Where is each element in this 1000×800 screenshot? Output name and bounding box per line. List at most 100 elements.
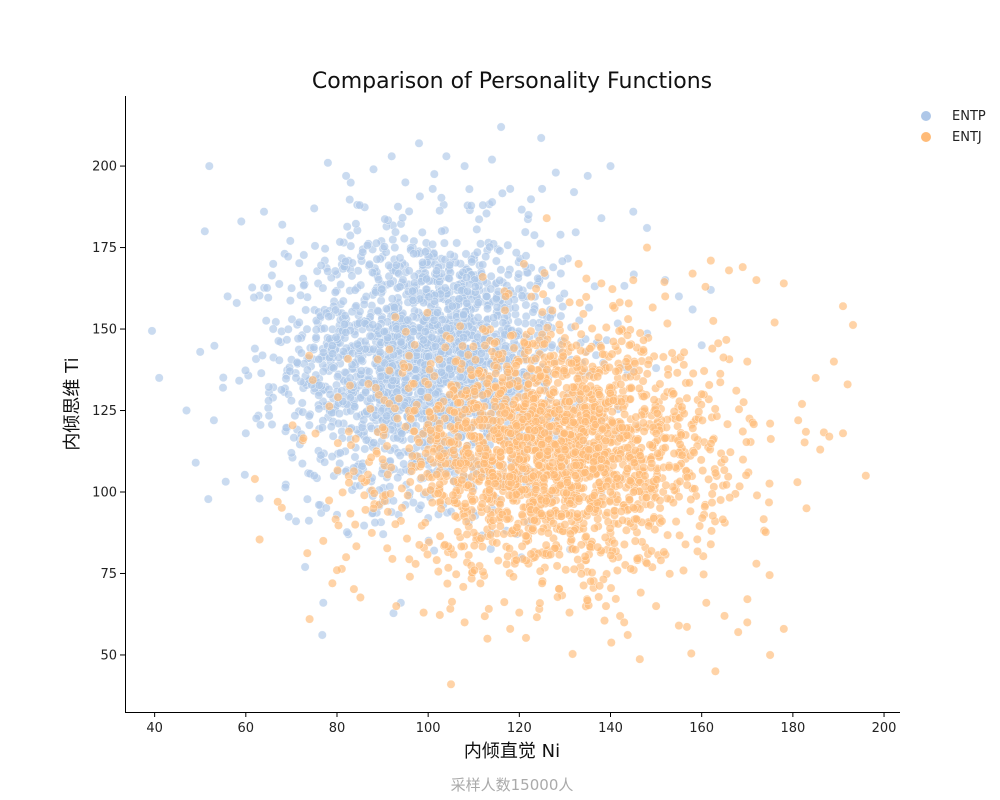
scatter-point xyxy=(369,164,378,174)
scatter-point xyxy=(301,305,311,315)
scatter-point xyxy=(429,546,439,556)
scatter-point xyxy=(695,521,705,531)
scatter-point xyxy=(618,515,628,525)
scatter-point xyxy=(594,390,604,400)
scatter-point xyxy=(505,380,514,390)
scatter-point xyxy=(453,432,463,442)
axes xyxy=(125,96,900,713)
scatter-point xyxy=(456,542,466,551)
scatter-point xyxy=(498,373,508,383)
scatter-point xyxy=(551,168,561,178)
scatter-point xyxy=(405,572,415,582)
scatter-point xyxy=(556,269,566,278)
scatter-point xyxy=(651,363,661,373)
scatter-point xyxy=(395,253,405,263)
scatter-point xyxy=(405,477,415,487)
scatter-point xyxy=(824,432,834,442)
scatter-point xyxy=(701,282,710,292)
scatter-point xyxy=(601,323,611,332)
scatter-point xyxy=(378,454,388,464)
scatter-point xyxy=(232,298,242,308)
scatter-point xyxy=(511,248,521,258)
scatter-point xyxy=(576,329,586,339)
scatter-point xyxy=(741,470,751,480)
scatter-point xyxy=(541,496,551,506)
scatter-point xyxy=(576,569,586,579)
scatter-point xyxy=(455,458,465,468)
scatter-point xyxy=(621,525,631,535)
scatter-point xyxy=(629,487,639,497)
scatter-point xyxy=(445,250,455,260)
scatter-point xyxy=(569,187,579,197)
scatter-point xyxy=(311,325,321,335)
y-tick-label: 175 xyxy=(92,241,117,256)
scatter-point xyxy=(709,482,719,492)
scatter-point xyxy=(686,649,696,658)
scatter-point xyxy=(482,634,492,644)
scatter-point xyxy=(595,404,604,414)
scatter-point xyxy=(635,451,645,461)
scatter-point xyxy=(387,151,397,161)
scatter-point xyxy=(554,584,564,594)
scatter-point xyxy=(403,315,413,325)
scatter-point xyxy=(601,601,611,611)
scatter-point xyxy=(711,468,720,478)
scatter-point xyxy=(536,509,546,519)
scatter-point xyxy=(423,379,433,389)
scatter-point xyxy=(556,511,566,521)
scatter-point xyxy=(290,411,300,421)
scatter-point xyxy=(333,392,343,402)
scatter-point xyxy=(499,529,509,539)
scatter-point xyxy=(289,433,299,443)
scatter-point xyxy=(287,283,297,293)
scatter-point xyxy=(429,371,439,381)
scatter-point xyxy=(420,247,430,257)
scatter-point xyxy=(469,541,479,551)
scatter-point xyxy=(241,366,250,375)
scatter-point xyxy=(518,464,528,473)
scatter-point xyxy=(593,542,603,552)
scatter-point xyxy=(707,526,716,536)
scatter-point xyxy=(488,416,498,426)
scatter-point xyxy=(547,306,557,316)
scatter-point xyxy=(535,371,545,381)
scatter-point xyxy=(429,315,439,325)
scatter-point xyxy=(408,296,418,305)
scatter-point xyxy=(373,355,383,364)
scatter-point xyxy=(325,389,335,399)
scatter-point xyxy=(441,151,451,161)
scatter-point xyxy=(369,503,378,513)
scatter-point xyxy=(304,411,314,421)
y-tick-label: 200 xyxy=(92,160,117,175)
x-axis-title: 内倾直觉 Ni xyxy=(464,741,560,762)
scatter-point xyxy=(492,538,502,548)
scatter-point xyxy=(200,226,210,236)
scatter-point xyxy=(316,260,326,270)
scatter-point xyxy=(838,301,848,311)
scatter-point xyxy=(468,342,478,351)
scatter-point xyxy=(609,538,619,548)
scatter-point xyxy=(262,283,272,293)
scatter-point xyxy=(587,568,597,578)
scatter-point xyxy=(579,581,589,590)
scatter-point xyxy=(250,474,260,484)
scatter-point xyxy=(619,540,629,549)
scatter-point xyxy=(453,527,463,537)
scatter-point xyxy=(581,532,591,541)
scatter-point xyxy=(692,534,702,544)
scatter-point xyxy=(444,273,454,283)
scatter-point xyxy=(424,292,434,302)
scatter-point xyxy=(304,351,314,361)
scatter-point xyxy=(545,351,555,361)
scatter-point xyxy=(394,269,404,279)
scatter-point xyxy=(418,258,428,267)
scatter-point xyxy=(623,630,633,640)
scatter-point xyxy=(309,471,319,481)
scatter-point xyxy=(536,133,546,143)
scatter-point xyxy=(427,498,437,508)
scatter-point xyxy=(600,533,610,542)
scatter-point xyxy=(596,278,606,288)
scatter-point xyxy=(483,304,493,314)
scatter-point xyxy=(391,601,401,611)
